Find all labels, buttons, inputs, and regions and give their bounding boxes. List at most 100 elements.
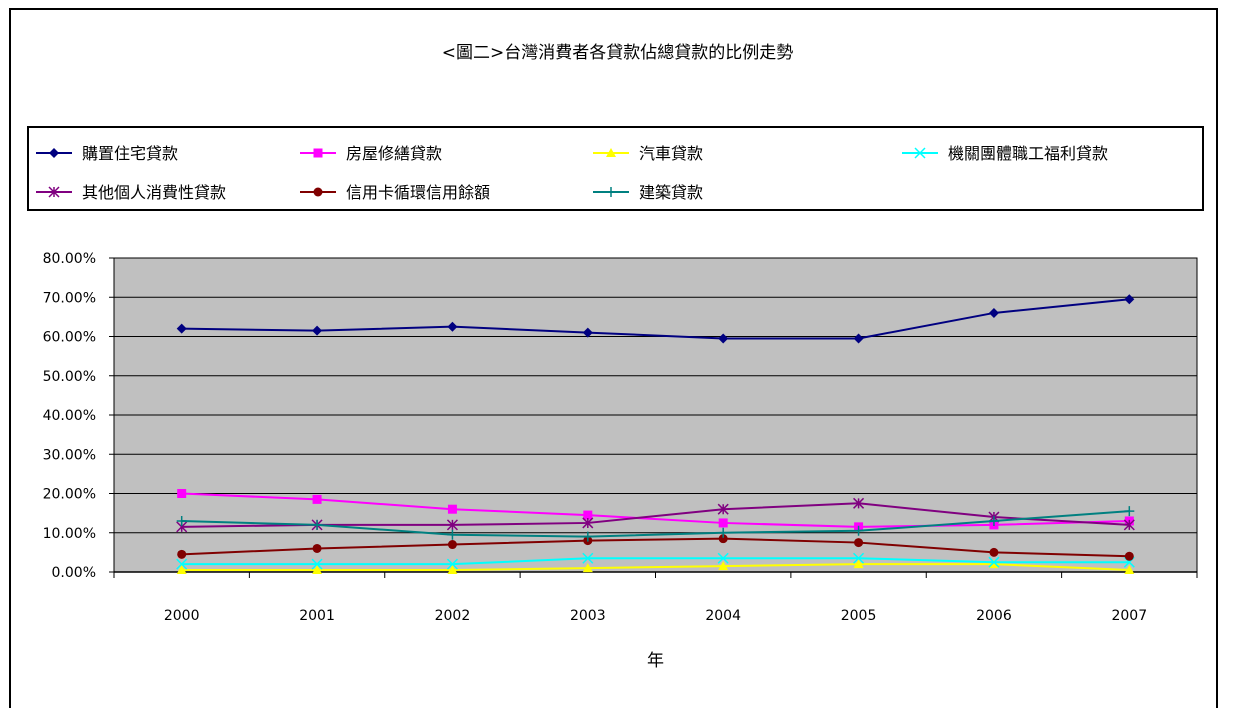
legend-label: 其他個人消費性貸款 — [82, 183, 226, 202]
y-tick-label: 10.00% — [43, 526, 96, 542]
data-point — [989, 547, 999, 557]
y-tick-label: 0.00% — [52, 565, 96, 581]
legend-label: 機關團體職工福利貸款 — [948, 144, 1108, 163]
series-line — [181, 502, 1130, 528]
data-point — [446, 558, 458, 570]
legend-item-4: 機關團體職工福利貸款 — [902, 144, 1108, 163]
data-point — [447, 565, 458, 575]
y-tick-label: 70.00% — [43, 290, 96, 306]
data-point — [447, 504, 457, 514]
data-point — [853, 333, 864, 344]
legend-label: 房屋修繕貸款 — [346, 144, 442, 163]
series-1 — [176, 294, 1135, 344]
data-point — [1124, 565, 1135, 575]
series-6 — [177, 534, 1134, 561]
data-point — [988, 559, 999, 569]
x-tick-label: 2004 — [705, 608, 741, 624]
legend-item-5: 其他個人消費性貸款 — [36, 183, 226, 202]
legend-marker — [313, 148, 323, 158]
data-point — [176, 515, 187, 526]
legend-item-3: 汽車貸款 — [593, 144, 703, 163]
data-point — [718, 527, 729, 538]
x-tick-label: 2001 — [299, 608, 335, 624]
data-point — [853, 552, 865, 564]
data-point — [718, 534, 728, 544]
series-line — [181, 557, 1130, 566]
data-point — [312, 325, 323, 336]
data-point — [582, 552, 594, 564]
chart-frame — [9, 8, 1218, 708]
data-point — [854, 538, 864, 548]
data-point — [311, 558, 323, 570]
data-point — [446, 519, 458, 531]
data-point — [853, 497, 865, 509]
data-point — [582, 517, 594, 529]
data-point — [312, 494, 322, 504]
data-point — [177, 549, 187, 559]
legend-item-6: 信用卡循環信用餘額 — [300, 183, 490, 202]
legend-label: 建築貸款 — [639, 183, 703, 202]
legend-label: 汽車貸款 — [639, 144, 703, 163]
x-tick-label: 2006 — [976, 608, 1012, 624]
data-point — [988, 307, 999, 318]
data-point — [988, 515, 999, 526]
series-line — [181, 492, 1130, 528]
x-tick-label: 2003 — [570, 608, 606, 624]
y-tick-label: 30.00% — [43, 447, 96, 463]
series-line — [181, 563, 1130, 572]
x-tick-label: 2007 — [1111, 608, 1147, 624]
legend-marker — [313, 187, 323, 197]
legend-label: 購置住宅貸款 — [82, 144, 178, 163]
data-point — [717, 503, 729, 515]
data-point — [988, 556, 1000, 568]
data-point — [312, 565, 323, 575]
chart-title: <圖二>台灣消費者各貸款佔總貸款的比例走勢 — [441, 43, 794, 63]
series-line — [181, 510, 1130, 538]
data-point — [718, 518, 728, 528]
data-point — [312, 519, 323, 530]
series-3 — [176, 559, 1135, 575]
series-line — [181, 537, 1130, 558]
series-7 — [176, 506, 1135, 542]
series-5 — [176, 497, 1135, 533]
data-point — [1124, 506, 1135, 517]
data-point — [176, 565, 187, 575]
data-point — [1124, 551, 1134, 561]
data-point — [853, 559, 864, 569]
data-point — [176, 323, 187, 334]
data-point — [176, 558, 188, 570]
data-point — [582, 327, 593, 338]
legend-marker — [48, 186, 60, 198]
y-tick-label: 50.00% — [43, 369, 96, 385]
data-point — [447, 321, 458, 332]
legend-box — [27, 126, 1204, 211]
data-point — [853, 525, 864, 536]
data-point — [717, 552, 729, 564]
y-tick-label: 80.00% — [43, 251, 96, 267]
x-tick-label: 2002 — [435, 608, 471, 624]
legend-item-1: 購置住宅貸款 — [36, 144, 178, 163]
legend-marker — [606, 187, 616, 197]
legend-marker — [49, 148, 59, 158]
data-point — [177, 489, 187, 498]
data-point — [583, 510, 593, 520]
y-tick-label: 20.00% — [43, 487, 96, 503]
x-tick-label: 2000 — [164, 608, 200, 624]
legend-label: 信用卡循環信用餘額 — [346, 183, 490, 202]
data-point — [312, 543, 322, 553]
data-point — [1123, 519, 1135, 531]
legend-item-7: 建築貸款 — [593, 183, 703, 202]
data-point — [447, 540, 457, 550]
legend-marker — [914, 147, 926, 159]
legend-item-2: 房屋修繕貸款 — [300, 144, 442, 163]
y-tick-label: 60.00% — [43, 330, 96, 346]
data-point — [582, 531, 593, 542]
data-point — [718, 561, 729, 571]
data-point — [718, 333, 729, 344]
series-line — [181, 298, 1130, 340]
y-tick-label: 40.00% — [43, 408, 96, 424]
data-point — [1124, 294, 1135, 305]
series-4 — [176, 552, 1135, 570]
x-axis-title: 年 — [647, 651, 664, 671]
